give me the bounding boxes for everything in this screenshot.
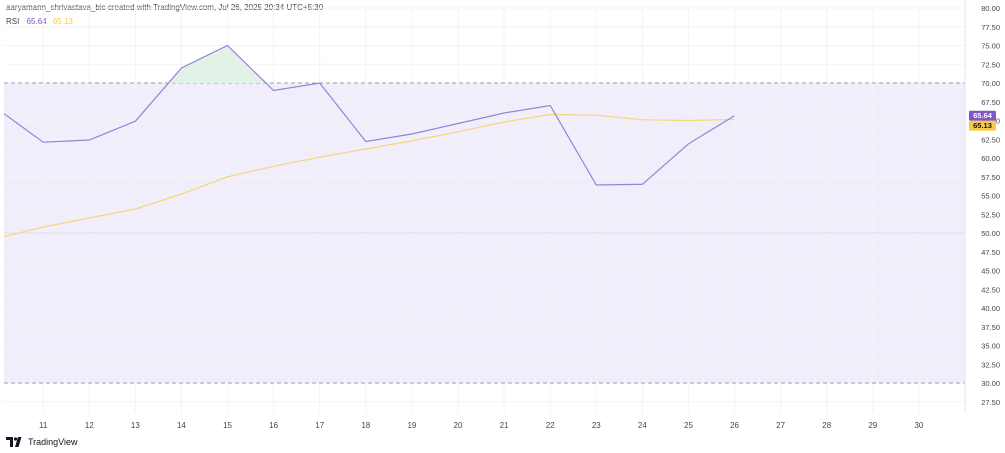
y-tick-label: 50.00 [981,229,1000,238]
y-tick-label: 80.00 [981,4,1000,13]
x-tick-label: 22 [546,421,555,430]
y-tick-label: 57.50 [981,173,1000,182]
x-axis[interactable]: 11 12 13 14 15 16 17 18 19 20 21 22 23 24 25 26 27 28 29 30 [39,421,924,430]
ma-last-value-badge-text: 65.13 [973,121,992,130]
y-tick-label: 67.50 [981,98,1000,107]
x-tick-label: 29 [868,421,877,430]
y-tick-label: 52.50 [981,210,1000,219]
y-tick-label: 62.50 [981,135,1000,144]
x-tick-label: 17 [315,421,324,430]
indicator-legend[interactable]: RSI 65.64 65.13 [6,17,73,26]
y-tick-label: 37.50 [981,323,1000,332]
overbought-fill [168,45,320,83]
x-tick-label: 24 [638,421,647,430]
x-tick-label: 30 [914,421,923,430]
x-tick-label: 27 [776,421,785,430]
x-tick-label: 12 [85,421,94,430]
y-tick-label: 40.00 [981,304,1000,313]
ma-legend-value: 65.13 [52,17,73,26]
indicator-name: RSI [6,17,20,26]
x-tick-label: 23 [592,421,601,430]
y-tick-label: 27.50 [981,398,1000,407]
brand-label: TradingView [28,437,78,447]
x-tick-label: 14 [177,421,186,430]
y-tick-label: 35.00 [981,342,1000,351]
reference-lines [4,82,965,384]
rsi-legend-value: 65.64 [26,17,47,26]
x-tick-label: 15 [223,421,232,430]
y-tick-label: 60.00 [981,154,1000,163]
rsi-last-value-badge-bg [969,110,996,121]
y-tick-label: 70.00 [981,79,1000,88]
footer-branding: TradingView [6,437,78,447]
y-axis[interactable]: 80.0077.5075.0072.5070.0067.5065.0062.50… [981,4,1000,407]
y-tick-label: 72.50 [981,60,1000,69]
y-tick-label: 32.50 [981,360,1000,369]
x-tick-label: 26 [730,421,739,430]
y-tick-label: 45.00 [981,267,1000,276]
rsi-line [3,44,735,186]
x-tick-label: 28 [822,421,831,430]
rsi-last-value-badge: 65.64 [969,110,996,121]
x-tick-label: 18 [361,421,370,430]
grid-lines [4,7,965,413]
y-tick-label: 55.00 [981,192,1000,201]
rsi-last-value-badge-text: 65.64 [973,111,993,120]
tradingview-logo-icon [6,437,22,447]
ma-last-value-badge: 65.13 [969,120,996,131]
ma-last-value-badge-bg [969,120,996,131]
x-tick-label: 13 [131,421,140,430]
y-tick-label: 77.50 [981,23,1000,32]
y-tick-label: 42.50 [981,285,1000,294]
x-tick-label: 16 [269,421,278,430]
x-tick-label: 11 [39,421,48,430]
y-tick-label: 75.00 [981,42,1000,51]
x-tick-label: 19 [407,421,416,430]
x-tick-label: 20 [454,421,463,430]
ma-line [3,113,735,238]
x-tick-label: 21 [500,421,509,430]
x-tick-label: 25 [684,421,693,430]
y-tick-label: 47.50 [981,248,1000,257]
y-tick-label: 30.00 [981,379,1000,388]
